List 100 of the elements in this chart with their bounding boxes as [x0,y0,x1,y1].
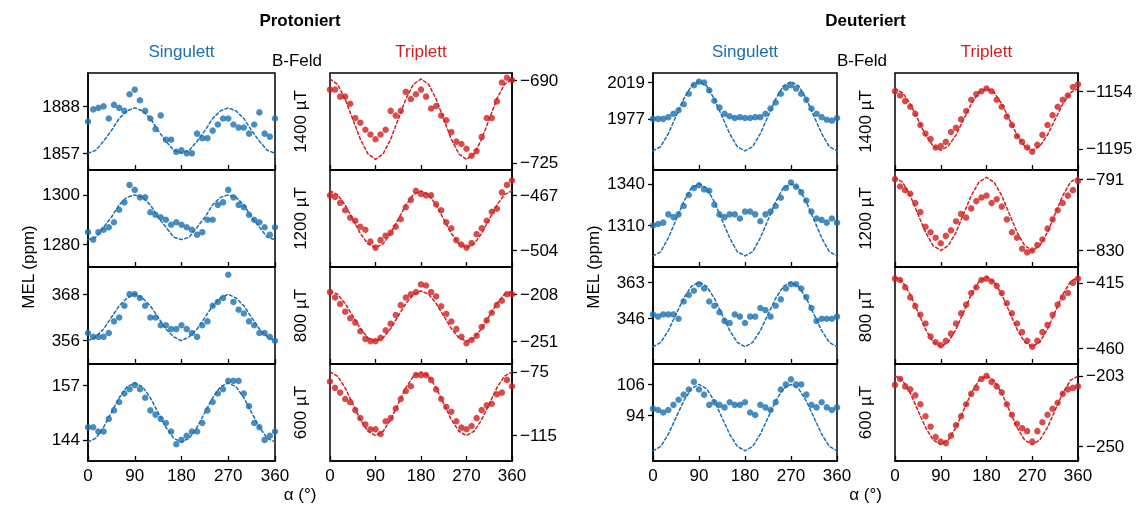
point [962,107,970,115]
point [478,406,485,414]
y-tick-label: −1195 [1086,139,1133,159]
point [266,133,274,140]
point [942,439,950,447]
point [937,142,944,150]
point [261,130,268,137]
point [240,124,248,131]
point [503,74,511,81]
point [141,194,149,201]
point [407,95,415,103]
point [362,335,369,343]
x-tick-label: 360 [1063,466,1093,485]
point [225,115,232,122]
point [443,310,450,318]
point [818,113,825,121]
point [336,389,344,396]
point [670,401,677,409]
y-axis-title: 800 µT [855,288,875,343]
point [649,405,657,412]
point [797,381,805,388]
point [917,401,924,408]
point [412,91,420,98]
point [157,415,164,423]
point [453,325,460,333]
point [700,285,708,292]
point [422,371,430,379]
point [695,181,703,189]
point [341,207,349,214]
point [105,223,113,231]
point [326,378,334,385]
point [100,428,107,435]
point [261,223,268,231]
point [458,140,465,148]
point [225,271,232,279]
point [468,336,475,344]
point [110,218,118,226]
point [136,97,144,104]
point [993,383,1000,390]
point [167,428,175,435]
point [772,302,779,310]
point [162,216,170,223]
point [670,110,677,117]
point [927,135,934,143]
point [1013,234,1021,241]
point [503,376,511,384]
point [183,150,190,157]
point [412,187,420,195]
point [336,93,344,100]
point [823,219,831,226]
point [432,102,440,110]
point [193,333,201,341]
x-tick-label: 90 [689,466,709,485]
point [245,318,253,325]
point [731,211,739,218]
point [427,288,435,296]
point [957,116,965,123]
y-tick-label: 106 [616,374,645,394]
point [417,281,425,288]
point [721,317,728,325]
y-axis-title: 1400 µT [855,90,875,153]
point [204,134,211,142]
point [1039,328,1046,336]
point [204,407,211,414]
point [178,147,185,154]
point [204,318,211,325]
point [988,378,995,386]
point [665,211,672,218]
point [762,110,769,117]
text: Deuteriert [825,10,906,30]
point [891,175,899,183]
point [901,284,909,291]
point [767,208,774,215]
point [751,313,759,320]
point [346,398,354,406]
point [695,78,703,85]
point [927,333,934,340]
point [245,130,253,137]
point [896,276,904,284]
point [352,114,359,122]
point [998,203,1005,210]
point [126,290,133,298]
point [685,386,693,393]
point [448,224,455,232]
point [178,221,185,228]
x-axis-title: α (°) [283,484,317,504]
point [1018,328,1026,336]
point [968,96,975,103]
y-axis-title: MEL (ppm) [583,225,603,309]
point [1054,207,1061,214]
point [716,401,723,409]
chart-title: Triplett [395,41,447,61]
point [942,138,950,146]
point [1003,299,1011,307]
point [932,144,939,151]
point [235,377,242,385]
point [427,105,435,112]
point [422,282,430,289]
point [193,130,201,137]
point [478,323,485,331]
